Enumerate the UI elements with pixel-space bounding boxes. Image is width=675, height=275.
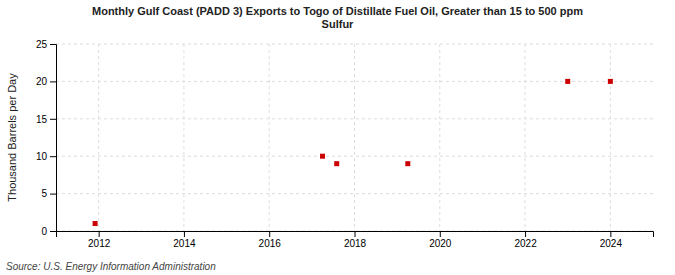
point	[93, 221, 98, 226]
tick-label: 2018	[344, 238, 367, 249]
tick-mark	[525, 231, 526, 237]
tick: 0	[41, 226, 56, 237]
grid-line-y	[56, 193, 653, 194]
point	[565, 79, 570, 84]
tick-label: 2014	[173, 238, 196, 249]
tick-mark	[184, 231, 185, 237]
tick-mark	[355, 231, 356, 237]
grid-line-x	[525, 44, 526, 231]
tick: 25	[36, 39, 56, 50]
tick-label: 20	[36, 76, 48, 87]
grid-line-y	[56, 81, 653, 82]
grid-line-x	[354, 44, 355, 231]
tick-label: 2022	[514, 238, 537, 249]
tick: 2024	[600, 231, 623, 249]
title: Monthly Gulf Coast (PADD 3) Exports to T…	[92, 5, 583, 30]
plot: 2012 2014 2016 2018 2020 2022 2024 0 5 10 15 20 25 Th…	[6, 39, 654, 249]
tick-label: 15	[36, 114, 48, 125]
tick-mark	[50, 231, 56, 232]
tick: 2014	[173, 231, 196, 249]
grid-line-x	[98, 44, 99, 231]
tick: 15	[36, 114, 56, 125]
grid-line-y	[56, 118, 653, 119]
tick-mark	[50, 44, 56, 45]
y-axis-label: Thousand Barrels per Day	[6, 73, 18, 202]
grid-line-y	[56, 44, 653, 45]
tick-label: 5	[41, 188, 47, 199]
tick-mark	[440, 231, 441, 237]
y-axis: 0 5 10 15 20 25	[36, 39, 57, 237]
tick-label: 2016	[259, 238, 282, 249]
tick-mark	[50, 81, 56, 82]
axis-line	[50, 45, 57, 232]
grid-line-x	[439, 44, 440, 231]
tick-mark	[610, 231, 611, 237]
tick-label: 0	[41, 226, 47, 237]
tick-label: 25	[36, 39, 48, 50]
x-axis: 2012 2014 2016 2018 2020 2022 2024	[57, 231, 654, 249]
tick: 20	[36, 76, 56, 87]
tick: 5	[41, 188, 56, 199]
tick-mark	[50, 119, 56, 120]
axis-line	[57, 232, 654, 238]
grid	[56, 44, 653, 231]
tick-mark	[99, 231, 100, 237]
chart: Monthly Gulf Coast (PADD 3) Exports to T…	[0, 0, 675, 275]
grid-line-x	[610, 44, 611, 231]
point	[608, 79, 613, 84]
tick-label: 2012	[88, 238, 111, 249]
tick: 2016	[259, 231, 282, 249]
tick: 2022	[514, 231, 537, 249]
tick-mark	[50, 194, 56, 195]
grid-line-x	[183, 44, 184, 231]
point	[320, 154, 325, 159]
tick: 2020	[429, 231, 452, 249]
tick-mark	[269, 231, 270, 237]
grid-line-x	[269, 44, 270, 231]
tick: 2018	[344, 231, 367, 249]
source: Source: U.S. Energy Information Administ…	[6, 261, 216, 272]
grid-line-y	[56, 156, 653, 157]
tick: 2012	[88, 231, 111, 249]
tick: 10	[36, 151, 56, 162]
point	[405, 161, 410, 166]
points	[93, 79, 613, 226]
point	[334, 161, 339, 166]
title-line: Monthly Gulf Coast (PADD 3) Exports to T…	[92, 5, 583, 17]
tick-mark	[50, 156, 56, 157]
tick-label: 2020	[429, 238, 452, 249]
tick-label: 10	[36, 151, 48, 162]
tick-label: 2024	[600, 238, 623, 249]
title-line: Sulfur	[322, 18, 354, 30]
